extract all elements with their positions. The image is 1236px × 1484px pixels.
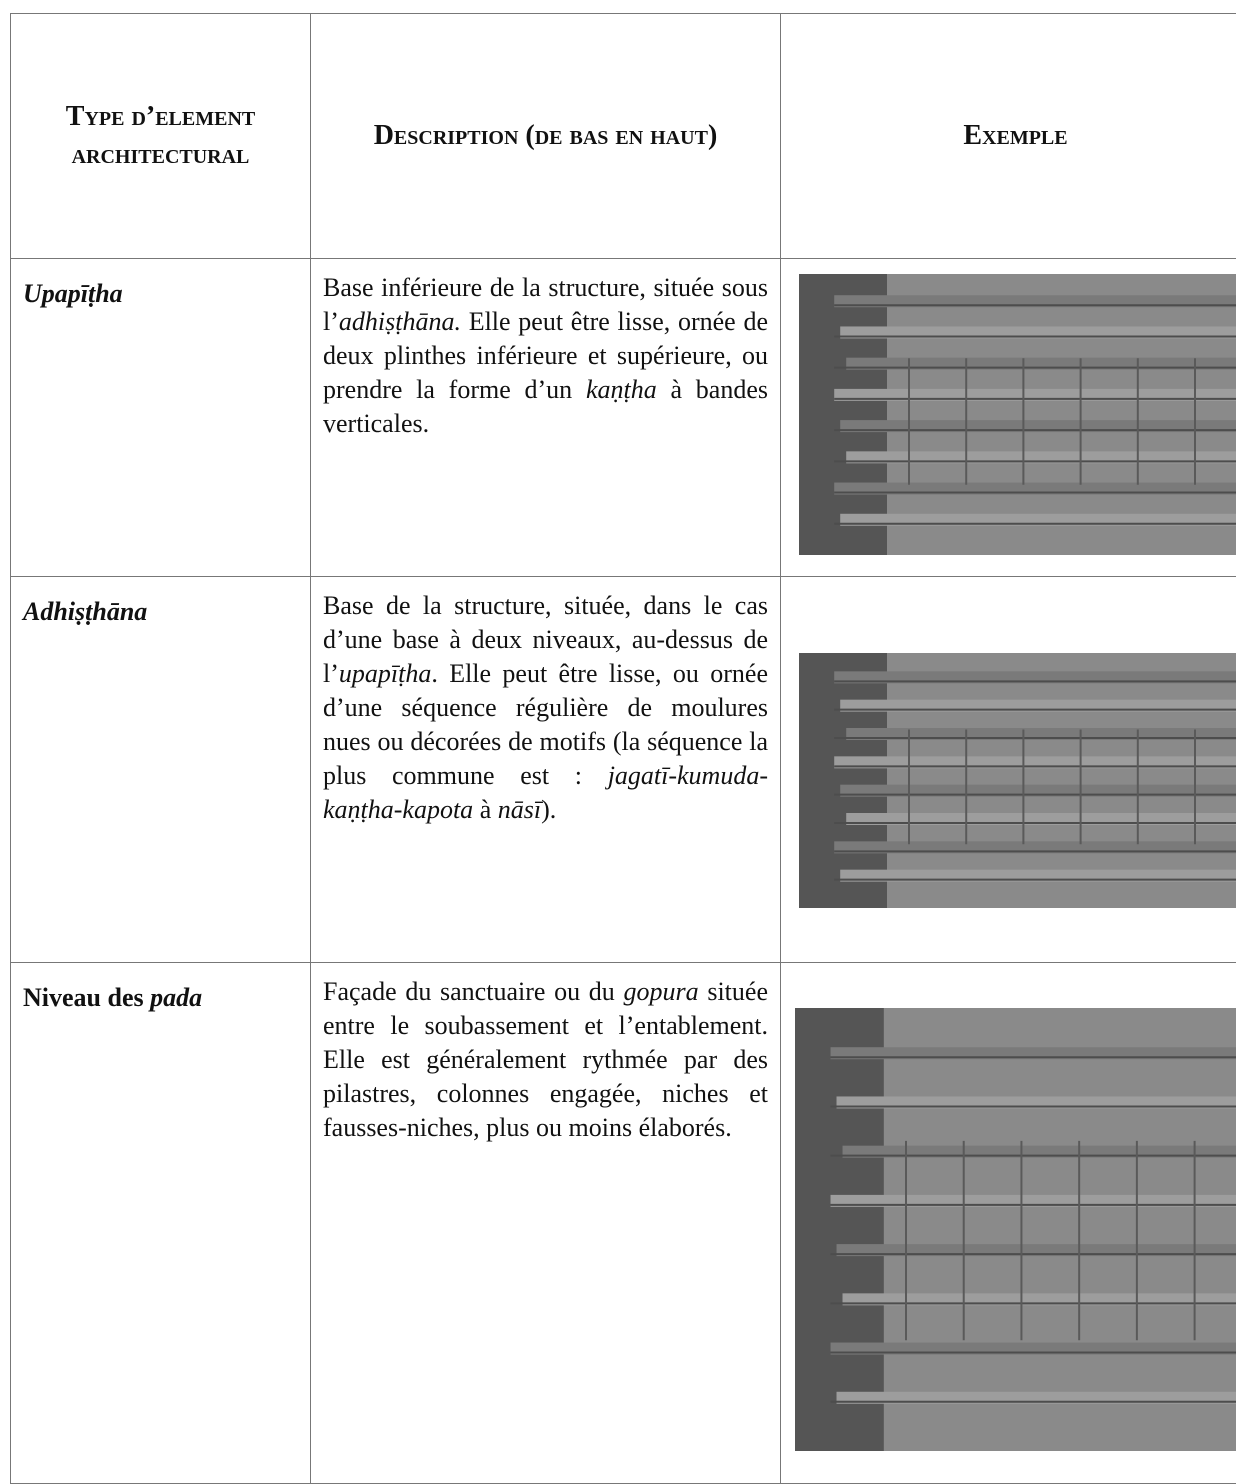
table-row: Upapīṭha Base inférieure de la structure,… xyxy=(11,259,1236,577)
text-run: kaṇṭha xyxy=(586,375,657,404)
description-cell: Base inférieure de la structure, située … xyxy=(311,259,781,577)
element-cell: Adhiṣṭhāna xyxy=(11,577,311,963)
text-run: Adhiṣṭhāna xyxy=(23,597,147,626)
text-run: upapīṭha xyxy=(339,659,431,688)
image-cell xyxy=(781,963,1236,1484)
image-cell xyxy=(781,259,1236,577)
table-body: Upapīṭha Base inférieure de la structure,… xyxy=(11,259,1236,1484)
header-cell: Type d’element architectural xyxy=(11,14,311,259)
image-cell xyxy=(781,577,1236,963)
text-run: nāsī xyxy=(498,795,541,824)
text-run: à xyxy=(473,795,498,824)
header-cell: Exemple xyxy=(781,14,1236,259)
header-row: Type d’element architectural Description… xyxy=(11,14,1236,259)
architecture-table: Type d’element architectural Description… xyxy=(10,13,1236,1484)
element-cell: Niveau des pada xyxy=(11,963,311,1484)
photo xyxy=(799,274,1236,555)
description-cell: Façade du sanctuaire ou du gopura située… xyxy=(311,963,781,1484)
photo xyxy=(799,653,1236,908)
text-run: Façade du sanctuaire ou du xyxy=(323,977,624,1006)
photo xyxy=(795,1008,1236,1451)
text-run: adhiṣṭhāna. xyxy=(339,307,461,336)
text-run: gopura xyxy=(624,977,699,1006)
text-run: Niveau des xyxy=(23,983,150,1012)
text-run: Upapīṭha xyxy=(23,279,123,308)
text-run: pada xyxy=(150,983,202,1012)
header-cell: Description (de bas en haut) xyxy=(311,14,781,259)
description-cell: Base de la structure, située, dans le ca… xyxy=(311,577,781,963)
table-row: Adhiṣṭhāna Base de la structure, située, … xyxy=(11,577,1236,963)
text-run: ). xyxy=(541,795,556,824)
element-cell: Upapīṭha xyxy=(11,259,311,577)
